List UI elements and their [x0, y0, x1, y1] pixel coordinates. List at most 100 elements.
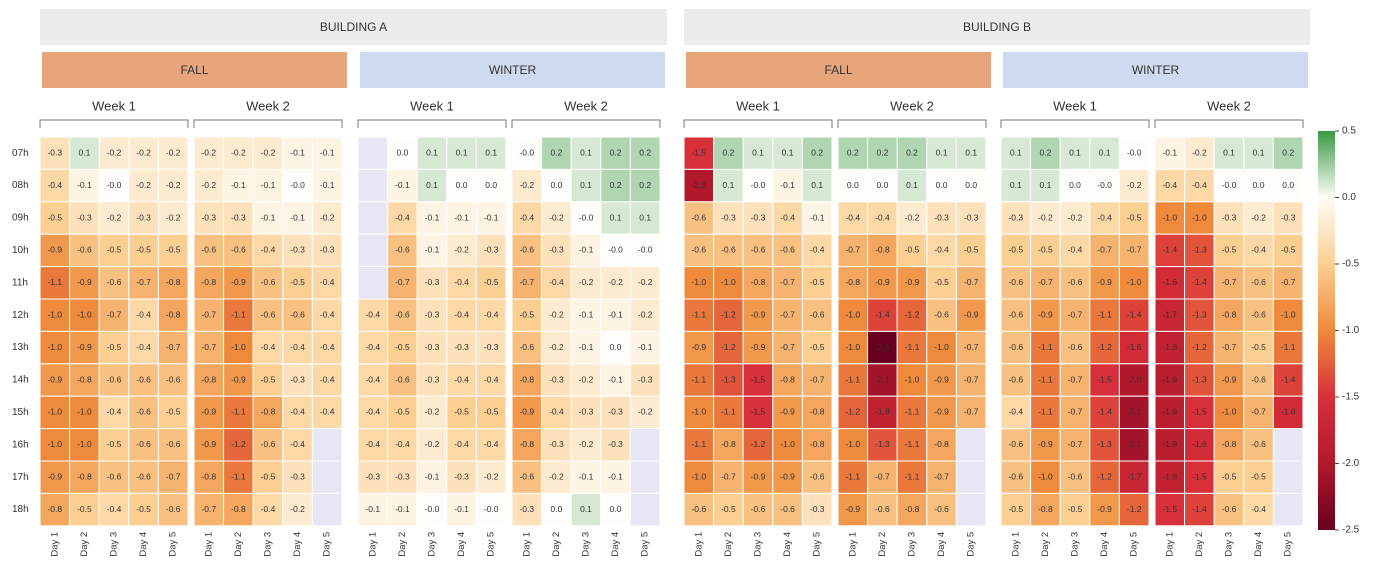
cell-label: -1.7: [1162, 309, 1177, 319]
cell-label: -0.7: [964, 342, 979, 352]
cell-label: 0.2: [639, 180, 651, 190]
heat-cell: [282, 330, 313, 365]
cell-label: -0.7: [1068, 374, 1083, 384]
cell-label: -1.5: [1162, 504, 1177, 514]
heat-cell: [223, 492, 254, 527]
cell-label: -0.3: [1222, 212, 1237, 222]
cell-label: -0.9: [780, 407, 795, 417]
week-label: Week 2: [246, 98, 290, 113]
cell-label: 0.0: [550, 180, 562, 190]
cell-label: -0.8: [166, 309, 181, 319]
cell-label: -0.4: [107, 504, 122, 514]
cell-label: 0.2: [906, 147, 918, 157]
cell-label: -0.4: [365, 309, 380, 319]
week-label: Week 1: [736, 98, 780, 113]
heat-cell: [416, 428, 448, 462]
cell-label: -0.9: [780, 471, 795, 481]
cell-label: -0.3: [549, 374, 564, 384]
cell-label: -0.3: [549, 245, 564, 255]
cell-label: -0.6: [201, 245, 216, 255]
heat-cell: [1184, 201, 1215, 235]
cell-label: -0.7: [1222, 277, 1237, 287]
heat-cell: [1118, 136, 1150, 170]
heat-cell: [475, 395, 507, 430]
hour-label: 07h: [12, 148, 29, 159]
heat-cell: [541, 233, 572, 268]
day-label: Day 4: [138, 532, 149, 557]
heat-cell: [837, 168, 869, 203]
heat-cell: [511, 266, 543, 300]
season-header: [686, 52, 991, 88]
cell-label: -0.5: [107, 439, 122, 449]
heat-cell: [252, 136, 284, 170]
cell-label: -0.6: [136, 439, 151, 449]
cell-label: -0.4: [47, 180, 62, 190]
missing-cell: [955, 460, 987, 494]
day-label: Day 4: [1253, 532, 1264, 557]
cell-label: 0.1: [936, 147, 948, 157]
cell-label: -0.5: [166, 245, 181, 255]
cell-label: -0.5: [290, 277, 305, 287]
cell-label: -0.8: [1222, 439, 1237, 449]
heat-cell: [157, 168, 189, 203]
heat-cell: [772, 201, 803, 235]
cell-label: -0.3: [231, 212, 246, 222]
heat-cell: [357, 363, 389, 397]
cell-label: -0.1: [290, 147, 305, 157]
cell-label: -1.0: [1127, 277, 1142, 287]
cell-label: -0.6: [691, 245, 706, 255]
cell-label: -1.1: [691, 309, 706, 319]
hour-label: 14h: [12, 375, 29, 386]
cell-label: -0.1: [320, 147, 335, 157]
cell-label: -1.0: [47, 407, 62, 417]
heat-cell: [801, 492, 833, 527]
heat-cell: [157, 428, 189, 462]
cell-label: -0.7: [166, 471, 181, 481]
heat-cell: [282, 363, 313, 397]
cell-label: -0.6: [395, 245, 410, 255]
heat-cell: [157, 460, 189, 494]
cell-label: -0.6: [1008, 342, 1023, 352]
cell-label: -1.0: [905, 374, 920, 384]
cell-label: -1.3: [1192, 309, 1207, 319]
cell-label: 0.0: [396, 147, 408, 157]
cell-label: -1.9: [1162, 439, 1177, 449]
cell-label: -0.1: [1162, 147, 1177, 157]
heat-cell: [683, 428, 715, 462]
heat-cell: [600, 428, 631, 462]
cell-label: -1.3: [721, 374, 736, 384]
colorbar-tick-label: -1.5: [1342, 392, 1360, 403]
cell-label: -0.6: [107, 471, 122, 481]
cell-label: -0.4: [454, 374, 469, 384]
cell-label: -2.1: [1127, 407, 1142, 417]
hour-label: 08h: [12, 180, 29, 191]
heat-cell: [955, 363, 987, 397]
cell-label: -0.6: [810, 309, 825, 319]
heat-cell: [223, 136, 254, 170]
heat-cell: [772, 460, 803, 494]
cell-label: -0.3: [608, 439, 623, 449]
heat-cell: [1059, 460, 1091, 494]
heat-cell: [1154, 201, 1186, 235]
cell-label: -0.9: [934, 374, 949, 384]
cell-label: -0.1: [261, 180, 276, 190]
heat-cell: [837, 233, 869, 268]
heat-cell: [1272, 136, 1304, 170]
cell-label: 0.1: [580, 504, 592, 514]
cell-label: -0.7: [934, 471, 949, 481]
cell-label: -0.0: [1222, 180, 1237, 190]
heat-cell: [896, 460, 928, 494]
cell-label: -0.0: [751, 180, 766, 190]
heat-cell: [1059, 168, 1091, 203]
cell-label: -0.5: [721, 504, 736, 514]
cell-label: -0.4: [934, 245, 949, 255]
cell-label: -0.4: [136, 309, 151, 319]
heat-cell: [1184, 298, 1215, 332]
heat-cell: [772, 492, 803, 527]
cell-label: -0.5: [454, 407, 469, 417]
cell-label: -1.2: [721, 342, 736, 352]
cell-label: -0.4: [1251, 504, 1266, 514]
cell-label: -0.9: [905, 277, 920, 287]
heat-cell: [128, 266, 159, 300]
cell-label: -0.6: [1008, 471, 1023, 481]
